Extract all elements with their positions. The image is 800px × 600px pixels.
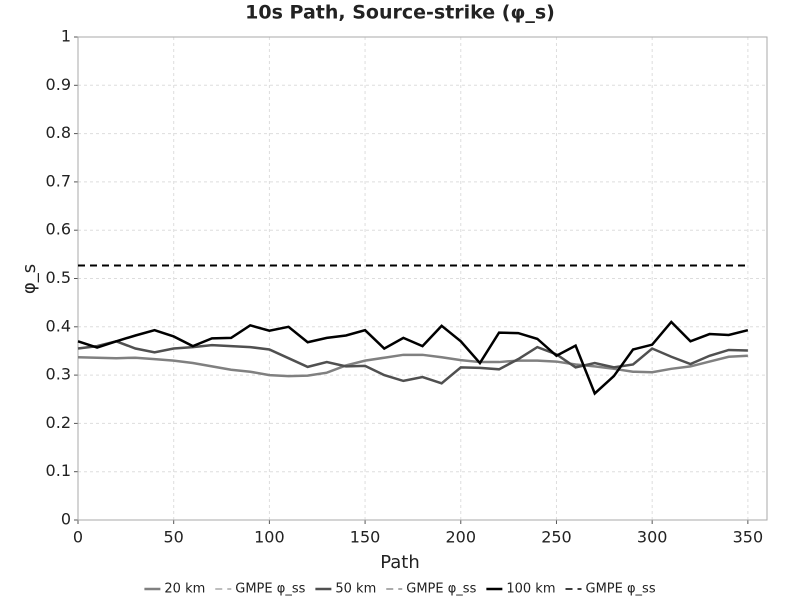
y-tick-label: 1 <box>61 27 71 46</box>
y-tick-label: 0.4 <box>46 316 71 335</box>
y-tick-label: 0.8 <box>46 123 71 142</box>
x-axis-label: Path <box>380 552 420 573</box>
x-tick-label: 350 <box>733 528 764 547</box>
x-tick-label: 200 <box>446 528 477 547</box>
y-axis-label: φ_s <box>19 264 40 294</box>
legend-label: 20 km <box>164 582 205 597</box>
y-tick-label: 0.6 <box>46 220 71 239</box>
y-tick-label: 0.5 <box>46 268 71 287</box>
legend: 20 km GMPE φ_ss 50 km GMPE φ_ss 100 km GMPE φ… <box>144 582 656 597</box>
x-tick-label: 0 <box>73 528 83 547</box>
chart-title: 10s Path, Source-strike (φ_s) <box>245 2 555 24</box>
x-tick-label: 150 <box>350 528 381 547</box>
series-line <box>77 353 748 378</box>
y-tick-label: 0.9 <box>46 75 71 94</box>
plot-frame <box>77 36 768 521</box>
legend-label: 100 km <box>506 582 555 597</box>
y-tick-label: 0.1 <box>46 461 71 480</box>
x-tick-label: 300 <box>637 528 668 547</box>
legend-label: GMPE φ_ss <box>235 582 305 597</box>
x-tick-label: 50 <box>164 528 184 547</box>
x-tick-label: 100 <box>254 528 285 547</box>
series-line <box>77 339 748 385</box>
y-tick-label: 0.3 <box>46 365 71 384</box>
legend-label: 50 km <box>335 582 376 597</box>
series-line <box>77 320 749 396</box>
legend-label: GMPE φ_ss <box>586 582 656 597</box>
x-tick-label: 250 <box>541 528 572 547</box>
y-tick-label: 0.2 <box>46 413 71 432</box>
y-tick-label: 0 <box>61 510 71 529</box>
legend-label: GMPE φ_ss <box>406 582 476 597</box>
y-tick-label: 0.7 <box>46 171 71 190</box>
